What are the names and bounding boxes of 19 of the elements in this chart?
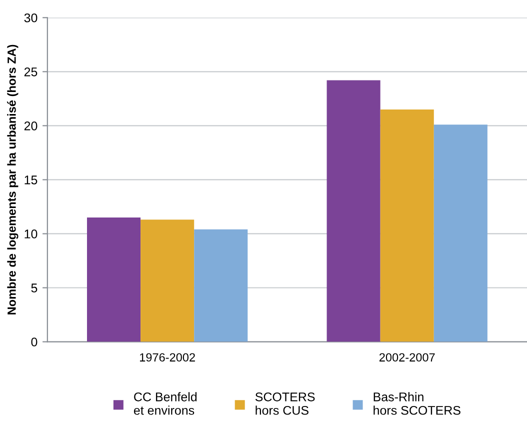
- y-tick-label: 20: [24, 121, 38, 130]
- y-tick-label: 10: [24, 230, 38, 238]
- bar: [86, 218, 141, 342]
- bar: [380, 109, 434, 342]
- y-tick-label: 0: [31, 338, 38, 346]
- x-tick-label: 1976-2002: [140, 353, 195, 362]
- legend-label: SCOTERS hors CUS: [255, 392, 315, 415]
- bar: [140, 220, 194, 342]
- legend-label: Bas-Rhin hors SCOTERS: [374, 392, 460, 415]
- y-tick-label: 5: [31, 284, 38, 292]
- y-axis-title: Nombre de logements par ha urbanisé (hors ZA): [7, 44, 18, 314]
- bar: [434, 124, 488, 342]
- y-tick-label: 25: [24, 67, 38, 76]
- y-tick-label: 15: [24, 176, 38, 184]
- bar: [326, 80, 380, 342]
- x-tick-label: 2002-2007: [379, 353, 435, 362]
- legend-label: CC Benfeld et environs: [134, 392, 197, 415]
- y-tick-label: 30: [24, 13, 38, 22]
- bar: [194, 229, 248, 342]
